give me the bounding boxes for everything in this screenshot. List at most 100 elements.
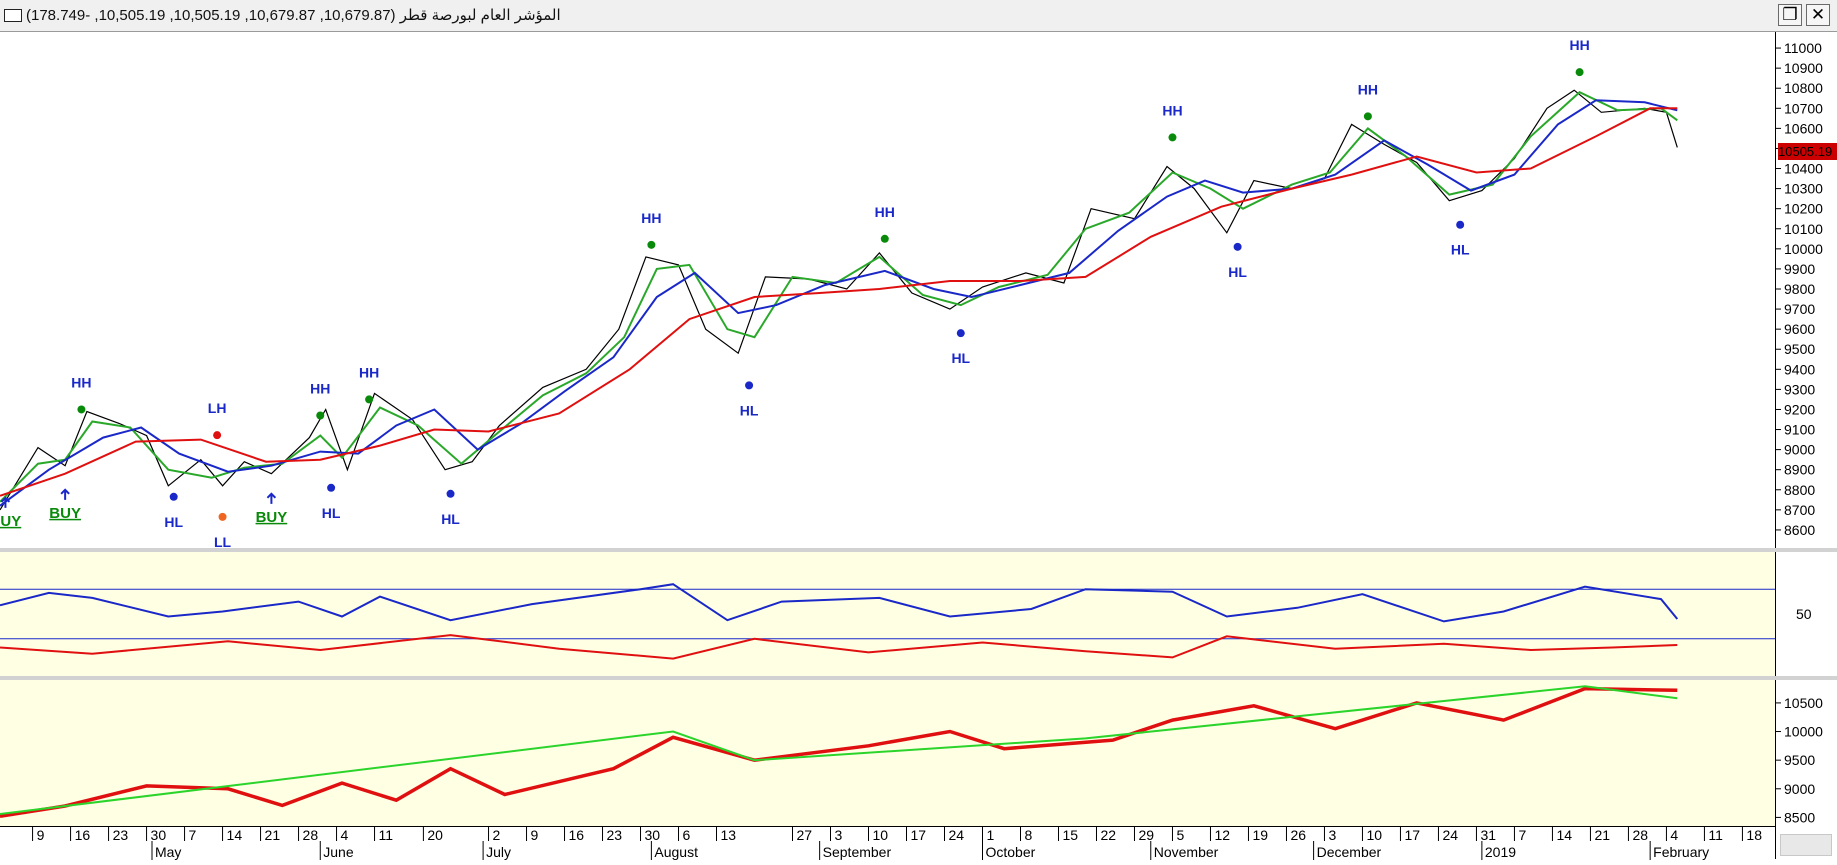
window-title: المؤشر العام لبورصة قطر (10,679.87, 10,6… xyxy=(26,7,561,24)
price-tick-label: 9000 xyxy=(1784,442,1815,458)
series-line-3 xyxy=(0,107,1678,497)
date-tick-label: 4 xyxy=(341,827,349,843)
price-tick-label: 8900 xyxy=(1784,462,1815,478)
indicator-tick-label: 10500 xyxy=(1784,695,1823,711)
date-axis: 9 16 23 30 7 14 21 28 4 11 20 2 9 16 23 30 6 13 27 3 10 17 24 1… xyxy=(0,826,1775,860)
swing-point-marker xyxy=(1363,112,1372,121)
oscillator-panel[interactable] xyxy=(0,552,1775,676)
swing-point-label: HH xyxy=(310,380,330,396)
date-tick-label: 20 xyxy=(427,827,443,843)
restore-button[interactable]: ❐ xyxy=(1778,4,1802,26)
indicator-axis: 10500 10000 9500 9000 8500 xyxy=(1775,680,1837,826)
price-tick-label: 10200 xyxy=(1784,201,1823,217)
price-tick-label: 9500 xyxy=(1784,341,1815,357)
date-tick-label: 24 xyxy=(1442,827,1458,843)
date-tick-label: 7 xyxy=(189,827,197,843)
swing-point-label: HL xyxy=(441,511,460,527)
indicator-tick-label: 9500 xyxy=(1784,752,1815,768)
month-label: 2019 xyxy=(1485,844,1516,860)
buy-signal-label: BUY xyxy=(256,509,288,526)
oscillator-chart xyxy=(0,583,1775,660)
buy-arrow-icon xyxy=(266,492,277,504)
series-line-1 xyxy=(0,685,1678,815)
date-tick-label: 31 xyxy=(1480,827,1496,843)
date-tick-label: 26 xyxy=(1290,827,1306,843)
price-tick-label: 9200 xyxy=(1784,401,1815,417)
window-icon[interactable] xyxy=(4,9,22,22)
date-tick-label: 5 xyxy=(1176,827,1184,843)
swing-point-marker xyxy=(880,234,889,243)
date-tick-label: 19 xyxy=(1252,827,1268,843)
date-tick-label: 10 xyxy=(873,827,889,843)
price-tick-label: 9300 xyxy=(1784,381,1815,397)
month-label: November xyxy=(1154,844,1219,860)
buy-signal-label: BUY xyxy=(0,513,21,530)
price-axis-ticks: 1100010900108001070010600105001040010300… xyxy=(1776,40,1823,538)
price-chart-panel[interactable]: HH LH HL LL HH HL HH HL HH HL HH HL HH HL HH HL HH BUY BUY… xyxy=(0,32,1775,550)
price-tick-label: 9700 xyxy=(1784,301,1815,317)
month-label: February xyxy=(1653,844,1709,860)
price-tick-label: 10400 xyxy=(1784,161,1823,177)
date-tick-label: 9 xyxy=(37,827,45,843)
swing-point-label: HL xyxy=(740,402,759,418)
date-tick-label: 17 xyxy=(1404,827,1420,843)
oscillator-axis-ticks: 50 xyxy=(1796,606,1812,622)
swing-point-marker xyxy=(327,483,336,492)
price-tick-label: 8700 xyxy=(1784,502,1815,518)
swing-point-marker xyxy=(1233,242,1242,251)
month-label: October xyxy=(985,844,1035,860)
price-tick-label: 10700 xyxy=(1784,100,1823,116)
swing-point-marker xyxy=(1575,68,1584,77)
swing-point-label: HH xyxy=(1358,81,1378,97)
indicator-panel[interactable] xyxy=(0,680,1775,826)
date-axis-ticks: 9 16 23 30 7 14 21 28 4 11 20 2 9 16 23 30 6 13 27 3 10 17 24 1… xyxy=(32,827,1762,860)
month-label: December xyxy=(1317,844,1382,860)
date-tick-label: 13 xyxy=(721,827,737,843)
close-button[interactable]: ✕ xyxy=(1806,4,1830,26)
date-tick-label: 23 xyxy=(113,827,129,843)
price-chart: HH LH HL LL HH HL HH HL HH HL HH HL HH HL HH HL HH BUY BUY… xyxy=(0,37,1678,550)
scroll-box[interactable] xyxy=(1780,834,1832,856)
date-tick-label: 21 xyxy=(265,827,281,843)
panel-divider[interactable] xyxy=(0,676,1837,680)
swing-point-label: HL xyxy=(1451,242,1470,258)
date-tick-label: 27 xyxy=(797,827,813,843)
swing-point-label: LL xyxy=(214,534,232,548)
date-tick-label: 8 xyxy=(1024,827,1032,843)
date-tick-label: 30 xyxy=(645,827,661,843)
swing-point-marker xyxy=(745,381,754,390)
swing-point-label: HH xyxy=(71,374,91,390)
date-tick-label: 24 xyxy=(948,827,964,843)
price-tick-label: 11000 xyxy=(1784,40,1822,56)
date-tick-label: 28 xyxy=(1632,827,1648,843)
month-label: September xyxy=(823,844,892,860)
swing-point-label: HL xyxy=(951,350,970,366)
swing-point-marker xyxy=(1456,220,1465,229)
oscillator-axis: 50 xyxy=(1775,552,1837,676)
date-tick-label: 28 xyxy=(303,827,319,843)
panel-divider[interactable] xyxy=(0,548,1837,552)
date-tick-label: 30 xyxy=(151,827,167,843)
indicator-tick-label: 8500 xyxy=(1784,809,1815,825)
price-tick-label: 10300 xyxy=(1784,181,1823,197)
indicator-axis-ticks: 10500 10000 9500 9000 8500 xyxy=(1776,695,1823,825)
price-tick-label: 10000 xyxy=(1784,241,1823,257)
swing-point-marker xyxy=(647,240,656,249)
price-tick-label: 10800 xyxy=(1784,80,1823,96)
date-tick-label: 6 xyxy=(683,827,691,843)
price-tick-label: 10900 xyxy=(1784,60,1823,76)
swing-point-marker xyxy=(446,489,455,498)
buy-arrow-icon xyxy=(60,488,70,500)
price-axis: 1100010900108001070010600105001040010300… xyxy=(1775,32,1837,548)
price-tick-label: 9600 xyxy=(1784,321,1815,337)
date-tick-label: 15 xyxy=(1062,827,1078,843)
date-tick-label: 23 xyxy=(607,827,623,843)
swing-point-label: HH xyxy=(641,210,661,226)
price-tick-label: 8800 xyxy=(1784,482,1815,498)
date-tick-label: 7 xyxy=(1518,827,1526,843)
date-tick-label: 21 xyxy=(1594,827,1610,843)
date-tick-label: 2 xyxy=(493,827,501,843)
date-tick-label: 12 xyxy=(1214,827,1230,843)
swing-point-label: HH xyxy=(1162,102,1182,118)
swing-point-label: LH xyxy=(208,400,227,416)
